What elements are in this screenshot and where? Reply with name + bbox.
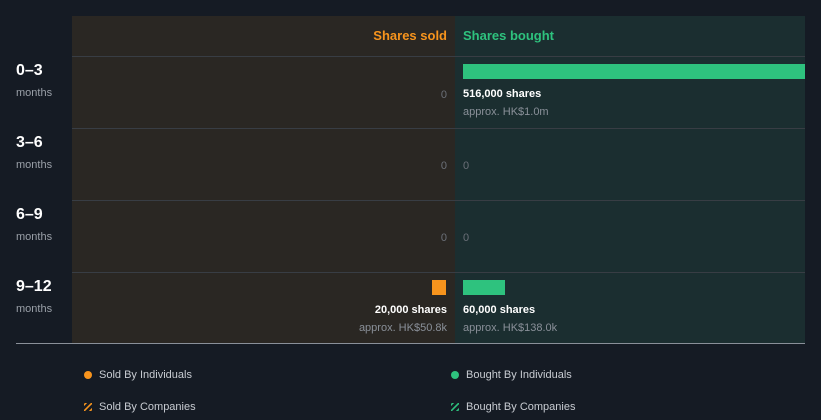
orange-dot-icon [84,371,92,379]
bought-approx-label: approx. HK$1.0m [463,106,549,118]
period-label: 6–9 [16,206,43,223]
sold-zero-label: 0 [440,160,447,172]
bar-sold-9-12-months [432,280,446,295]
bar-bought-9-12-months [463,280,505,295]
row-divider [72,200,805,201]
green-dot-icon [451,371,459,379]
legend-label: Sold By Companies [99,401,196,413]
legend-label: Bought By Companies [466,401,576,413]
row-divider [72,272,805,273]
legend-bought-by-individuals: Bought By Individuals [451,369,572,381]
period-label: 3–6 [16,134,43,151]
sold-zero-label: 0 [440,232,447,244]
shares-sold-panel [72,16,455,343]
shares-bought-header: Shares bought [463,28,555,43]
bar-bought-0-3-months [463,64,805,79]
legend-sold-by-companies: Sold By Companies [84,401,196,413]
period-label: 0–3 [16,62,43,79]
sold-zero-label: 0 [440,89,447,101]
legend-bought-by-companies: Bought By Companies [451,401,575,413]
sold-approx-label: approx. HK$50.8k [358,322,447,334]
legend-sold-by-individuals: Sold By Individuals [84,369,192,381]
period-unit: months [16,303,53,315]
orange-hatch-icon [84,403,92,411]
bought-zero-label: 0 [463,232,470,244]
legend-label: Sold By Individuals [99,369,192,381]
row-divider [72,56,805,57]
period-unit: months [16,87,53,99]
period-unit: months [16,231,53,243]
chart-baseline [16,343,805,344]
bought-zero-label: 0 [463,160,470,172]
legend-label: Bought By Individuals [466,369,572,381]
period-unit: months [16,159,53,171]
bought-approx-label: approx. HK$138.0k [463,322,558,334]
period-label: 9–12 [16,278,52,295]
row-divider [72,128,805,129]
bought-shares-label: 60,000 shares [463,304,536,316]
green-hatch-icon [451,403,459,411]
shares-sold-header: Shares sold [373,28,447,43]
sold-shares-label: 20,000 shares [374,304,447,316]
bought-shares-label: 516,000 shares [463,88,542,100]
